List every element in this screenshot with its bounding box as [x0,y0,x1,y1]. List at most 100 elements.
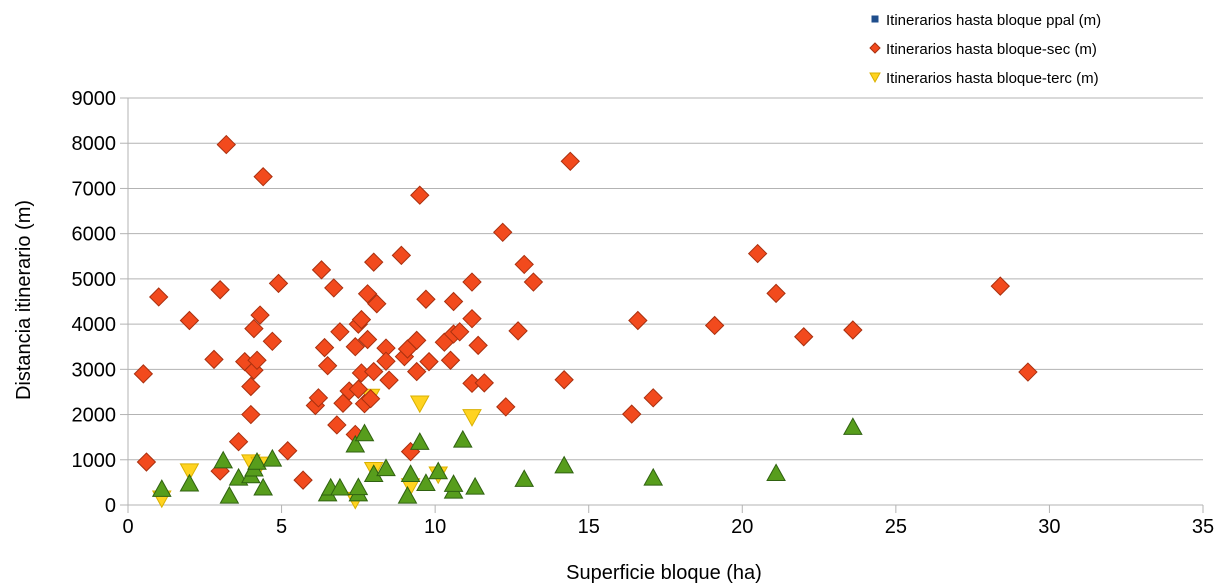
data-point [410,185,430,205]
data-point [327,415,347,435]
data-point [407,330,427,351]
data-point [462,272,482,292]
data-point [348,379,369,399]
y-tick-label: 8000 [72,133,117,155]
data-point [262,448,283,467]
data-point [766,283,786,304]
legend-marker [871,15,879,23]
series-diamond [133,134,1038,490]
axes [127,98,1204,513]
data-point [357,284,378,304]
data-point [794,327,814,347]
y-tick-label: 6000 [72,224,117,246]
x-tick-label: 10 [424,516,446,538]
data-point [293,470,313,490]
data-point [496,397,516,417]
data-point [452,429,473,448]
x-tick-label: 0 [122,516,133,538]
x-axis-title: Superficie bloque (ha) [566,562,762,584]
data-point [443,291,464,312]
y-tick-label: 5000 [72,269,117,291]
data-point [474,373,494,393]
data-point [376,458,396,477]
data-point [308,388,329,408]
data-point [247,350,267,370]
data-point [250,305,270,325]
data-points [133,134,1038,510]
data-point [560,151,580,172]
data-point [216,134,236,155]
grid-lines [120,97,1203,506]
data-point [311,260,332,280]
data-point [262,331,283,352]
data-point [766,463,786,482]
y-tick-label: 4000 [72,314,117,336]
data-point [409,432,430,450]
data-point [133,364,154,384]
data-point [628,310,648,331]
data-point [554,455,574,474]
data-point [1018,362,1038,382]
data-point [268,273,289,294]
data-point [523,272,544,292]
data-point [747,243,768,264]
data-point [330,477,350,496]
data-point [643,388,663,408]
data-point [345,434,366,453]
x-tick-labels: 0 5 10 15 20 25 30 35 [122,516,1214,538]
data-point [416,473,436,491]
y-tick-label: 2000 [72,405,117,427]
data-point [554,370,574,390]
series-triangle-up [151,417,863,504]
data-point [360,389,381,409]
data-point [843,417,863,435]
data-point [136,452,157,472]
data-point [345,337,365,357]
data-point [514,469,535,487]
data-point [462,308,482,329]
legend: Itinerarios hasta bloque ppal (m) Itinera… [869,12,1101,87]
y-tick-label: 3000 [72,359,117,381]
data-point [244,318,264,339]
y-axis-title: Distancia itinerario (m) [13,200,35,400]
x-tick-label: 15 [578,516,600,538]
data-point [364,252,384,272]
data-point [253,477,273,496]
y-tick-label: 1000 [72,450,117,472]
x-tick-label: 25 [885,516,907,538]
data-point [508,321,528,341]
data-point [622,404,642,424]
data-point [400,464,421,482]
data-point [391,245,412,266]
data-point [514,254,534,275]
y-tick-labels: 0 1000 2000 3000 4000 5000 6000 7000 8000 9000 [72,88,117,517]
legend-marker [869,42,881,54]
data-point [407,361,427,382]
data-point [351,309,372,330]
x-tick-label: 30 [1038,516,1060,538]
data-point [443,474,464,492]
x-tick-label: 35 [1192,516,1214,538]
data-point [247,452,267,470]
data-point [348,477,369,496]
data-point [278,441,298,461]
data-point [219,485,240,504]
data-point [354,423,375,442]
data-point [204,349,224,370]
data-point [465,476,485,495]
data-point [151,479,172,497]
data-point [364,361,384,382]
data-point [704,315,725,336]
data-point [468,335,488,356]
data-point [493,222,513,243]
data-point [241,404,261,425]
data-point [253,166,273,187]
data-point [416,289,436,309]
x-tick-label: 20 [731,516,753,538]
data-point [324,278,344,298]
data-point [179,473,200,492]
data-point [317,356,338,376]
data-point [179,310,200,331]
data-point [314,337,335,358]
